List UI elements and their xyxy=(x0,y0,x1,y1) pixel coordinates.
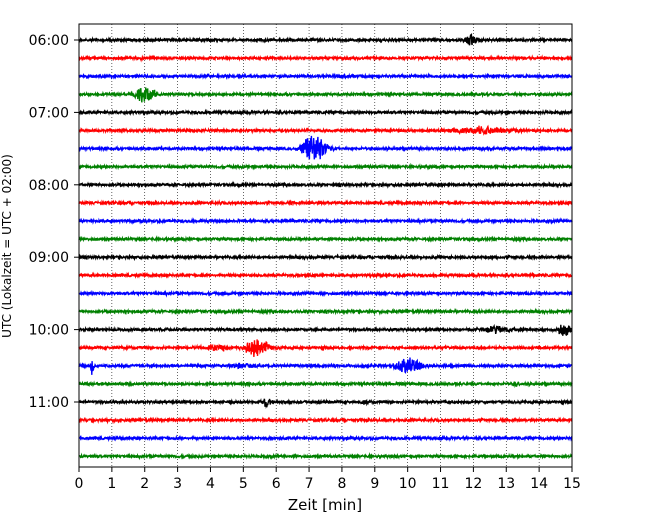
x-axis-label: Zeit [min] xyxy=(288,496,362,514)
x-axis-ticks: 0 1 2 3 4 5 6 7 8 9 10 11 12 13 14 15 xyxy=(75,467,581,492)
x-tick-label: 12 xyxy=(464,476,482,492)
x-tick-label: 7 xyxy=(305,476,314,492)
x-tick-label: 0 xyxy=(75,476,84,492)
x-tick-label: 6 xyxy=(272,476,281,492)
grid-lines xyxy=(111,24,540,467)
trace-line xyxy=(78,124,573,136)
x-tick-label: 8 xyxy=(337,476,346,492)
y-tick-label: 06:00 xyxy=(29,33,69,49)
y-axis-ticks: 06:00 07:00 08:00 09:00 10:00 11:00 xyxy=(29,33,79,411)
x-tick-label: 11 xyxy=(432,476,450,492)
trace-line xyxy=(78,87,573,103)
trace-line xyxy=(78,162,573,171)
x-tick-label: 10 xyxy=(399,476,417,492)
trace-line xyxy=(78,380,573,389)
trace-line xyxy=(78,397,573,409)
trace-line xyxy=(78,434,573,443)
trace-line xyxy=(78,339,573,357)
x-tick-label: 14 xyxy=(530,476,548,492)
x-tick-label: 1 xyxy=(107,476,116,492)
trace-line xyxy=(78,199,573,207)
y-tick-label: 08:00 xyxy=(29,178,69,194)
trace-line xyxy=(78,217,573,226)
trace-line xyxy=(78,416,573,425)
y-axis-label: UTC (Lokalzeit = UTC + 02:00) xyxy=(0,154,14,338)
trace-line xyxy=(78,253,573,262)
trace-line xyxy=(78,451,573,461)
x-tick-label: 13 xyxy=(497,476,515,492)
x-tick-label: 3 xyxy=(173,476,182,492)
y-tick-label: 07:00 xyxy=(29,105,69,121)
trace-line xyxy=(78,180,573,189)
trace-line xyxy=(78,323,573,336)
plot-frame xyxy=(78,23,573,468)
trace-line xyxy=(78,135,573,160)
trace-line xyxy=(78,72,573,81)
x-tick-label: 4 xyxy=(206,476,215,492)
trace-line xyxy=(78,108,573,117)
seismic-traces xyxy=(78,32,573,461)
y-tick-label: 09:00 xyxy=(29,250,69,266)
x-tick-label: 2 xyxy=(140,476,149,492)
trace-line xyxy=(78,235,573,243)
x-tick-label: 9 xyxy=(370,476,379,492)
trace-line xyxy=(78,357,573,375)
trace-line xyxy=(78,307,573,316)
y-tick-label: 10:00 xyxy=(29,323,69,339)
trace-line xyxy=(78,54,573,63)
x-tick-label: 15 xyxy=(563,476,581,492)
trace-line xyxy=(78,289,573,298)
trace-line xyxy=(78,271,573,280)
trace-line xyxy=(78,32,573,46)
y-tick-label: 11:00 xyxy=(29,395,69,411)
x-tick-label: 5 xyxy=(239,476,248,492)
